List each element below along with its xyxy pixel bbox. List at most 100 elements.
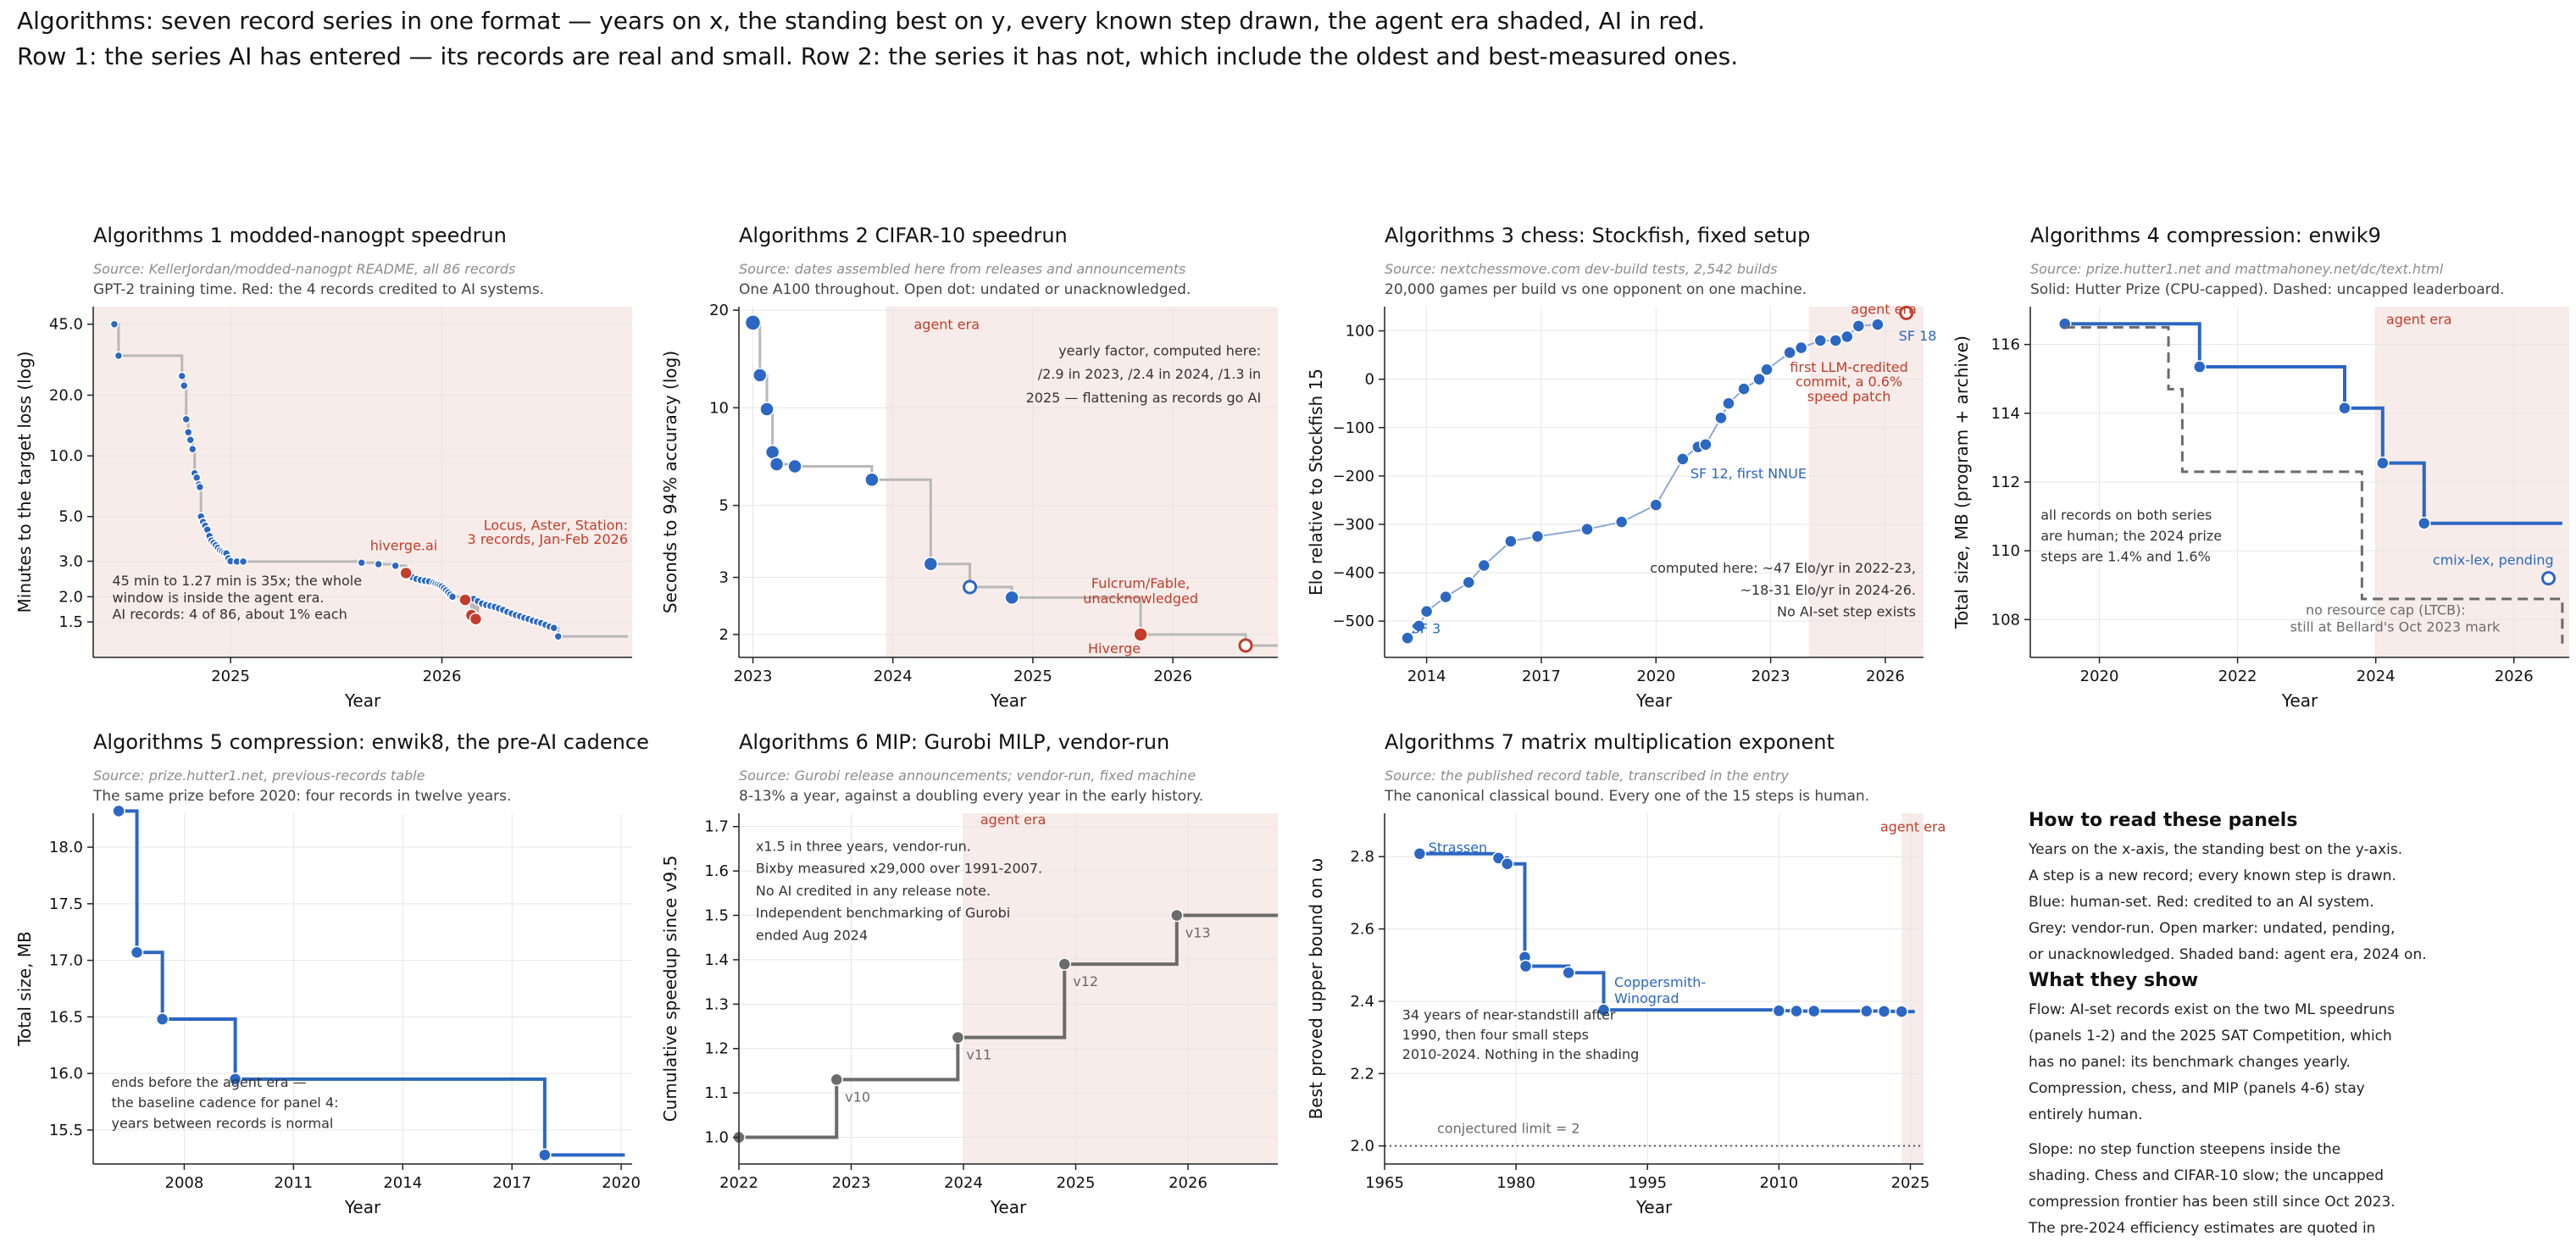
- guide-body-how-to-read: Years on the x-axis, the standing best o…: [2029, 841, 2427, 963]
- x-tick-label: 2017: [1522, 668, 1561, 685]
- record-point: [391, 561, 400, 571]
- panel-subtitle: 20,000 games per build vs one opponent o…: [1385, 281, 1807, 298]
- y-tick-label: 16.0: [49, 1065, 83, 1083]
- uncapped-leaderboard-line: [2064, 325, 2564, 644]
- record-point: [1401, 631, 1414, 645]
- x-tick-label: 2026: [2495, 668, 2534, 685]
- x-axis-label: Year: [1635, 1197, 1673, 1217]
- y-tick-label: 1.1: [704, 1084, 729, 1102]
- chart-annotation: agent era: [1851, 302, 1917, 318]
- agent-era-band: [963, 813, 1278, 1164]
- x-axis-label: Year: [990, 690, 1027, 711]
- y-tick-label: 5: [719, 497, 729, 515]
- chart-annotation: yearly factor, computed here:: [1058, 343, 1261, 359]
- chart-annotation: 45 min to 1.27 min is 35x; the whole: [112, 573, 362, 589]
- record-point: [1596, 1003, 1611, 1017]
- chart-annotation: No AI credited in any release note.: [756, 883, 991, 899]
- y-axis-label: Minutes to the target loss (log): [14, 352, 35, 613]
- chart-annotation: Locus, Aster, Station:: [484, 517, 628, 533]
- record-point: [1813, 334, 1827, 347]
- chart-annotation: computed here: ~47 Elo/yr in 2022-23,: [1650, 560, 1916, 576]
- chart-annotation: Independent benchmarking of Gurobi: [756, 905, 1010, 921]
- record-point: [1058, 957, 1071, 971]
- record-point: [183, 427, 193, 437]
- open-record-point: [1238, 638, 1253, 653]
- record-point: [181, 414, 191, 424]
- panel-title: Algorithms 5 compression: enwik8, the pr…: [93, 730, 649, 754]
- record-point: [130, 945, 144, 960]
- record-point: [1562, 966, 1575, 979]
- chart-annotation: years between records is normal: [111, 1115, 333, 1131]
- ai-record-point: [469, 612, 483, 626]
- chart-annotation: Bixby measured x29,000 over 1991-2007.: [756, 861, 1042, 877]
- chart-nanogpt-speedrun: hiverge.ai Locus, Aster, Station:3 record…: [14, 307, 632, 711]
- x-tick-label: 2026: [1153, 668, 1192, 685]
- record-point: [1722, 396, 1735, 410]
- ai-record-point: [399, 566, 413, 580]
- y-tick-label: −100: [1333, 419, 1374, 437]
- panel-title: Algorithms 2 CIFAR-10 speedrun: [739, 224, 1068, 247]
- chart-annotation: /2.9 in 2023, /2.4 in 2024, /1.3 in: [1038, 366, 1261, 382]
- y-tick-label: 2.2: [1350, 1065, 1374, 1083]
- open-record-point: [963, 579, 978, 595]
- panel-matrix-multiplication: Algorithms 7 matrix multiplication expon…: [1306, 730, 1946, 1217]
- x-tick-label: 2026: [1169, 1174, 1208, 1192]
- record-point: [752, 368, 768, 383]
- panel-subtitle: Solid: Hutter Prize (CPU-capped). Dashed…: [2030, 281, 2505, 298]
- y-tick-label: 110: [1991, 542, 2020, 560]
- record-point: [1772, 1004, 1786, 1017]
- x-tick-label: 1995: [1628, 1174, 1667, 1192]
- chart-annotation: AI records: 4 of 86, about 1% each: [112, 607, 347, 623]
- chart-gurobi: v10 v11 v12 v13 agent era x1.5 in three years…: [660, 812, 1278, 1217]
- record-point: [538, 1148, 552, 1162]
- record-point: [1840, 330, 1854, 344]
- y-tick-label: 17.0: [49, 952, 83, 970]
- chart-annotation: speed patch: [1807, 388, 1891, 404]
- record-point: [374, 559, 383, 569]
- panel-subtitle: 8-13% a year, against a doubling every y…: [739, 788, 1204, 805]
- chart-annotation: Hiverge: [1088, 640, 1141, 657]
- panel-subtitle: GPT-2 training time. Red: the 4 records …: [93, 281, 545, 298]
- y-tick-label: 1.3: [704, 995, 729, 1013]
- x-tick-label: 2014: [383, 1174, 422, 1192]
- record-point: [112, 804, 125, 818]
- x-axis-label: Year: [344, 690, 381, 711]
- x-tick-label: 2025: [1057, 1174, 1096, 1192]
- y-tick-label: 1.6: [704, 862, 729, 880]
- record-point: [549, 623, 558, 633]
- panel-title: Algorithms 7 matrix multiplication expon…: [1385, 730, 1835, 754]
- record-point: [1504, 535, 1518, 548]
- y-tick-label: 0: [1365, 371, 1374, 389]
- record-point: [553, 632, 563, 641]
- version-label: v12: [1073, 973, 1098, 989]
- y-axis-label: Seconds to 94% accuracy (log): [660, 351, 680, 613]
- record-point: [195, 482, 205, 492]
- panel-source: Source: dates assembled here from releas…: [739, 261, 1186, 277]
- record-point: [1580, 522, 1594, 536]
- record-point: [1829, 334, 1843, 347]
- x-tick-label: 2026: [1866, 668, 1905, 685]
- panel-stockfish: Algorithms 3 chess: Stockfish, fixed set…: [1306, 224, 1936, 711]
- panel-source: Source: prize.hutter1.net and mattmahone…: [2030, 261, 2444, 277]
- chart-annotation: agent era: [913, 316, 980, 332]
- panel-cifar10-speedrun: Algorithms 2 CIFAR-10 speedrun Source: d…: [660, 224, 1278, 711]
- x-tick-label: 2025: [1013, 668, 1052, 685]
- chart-annotation: 2025 — flattening as records go AI: [1026, 390, 1262, 406]
- panel-enwik9: Algorithms 4 compression: enwik9 Source:…: [1951, 224, 2569, 711]
- x-tick-label: 2017: [492, 1174, 531, 1192]
- chart-annotation: conjectured limit = 2: [1437, 1121, 1580, 1137]
- y-tick-label: 3: [719, 569, 729, 587]
- series-step-line: [2064, 322, 2562, 525]
- record-point: [1807, 1004, 1821, 1018]
- version-label: v11: [966, 1047, 991, 1063]
- chart-annotation: ended Aug 2024: [756, 927, 868, 943]
- chart-annotation: hiverge.ai: [370, 538, 438, 554]
- x-tick-label: 2011: [274, 1174, 313, 1192]
- y-tick-label: 5.0: [58, 508, 83, 526]
- record-point: [1794, 341, 1808, 355]
- x-tick-label: 2025: [211, 668, 250, 685]
- record-point: [1760, 363, 1774, 376]
- x-tick-label: 2010: [1759, 1174, 1798, 1192]
- record-point: [1413, 847, 1427, 861]
- y-tick-label: 2.0: [58, 588, 83, 606]
